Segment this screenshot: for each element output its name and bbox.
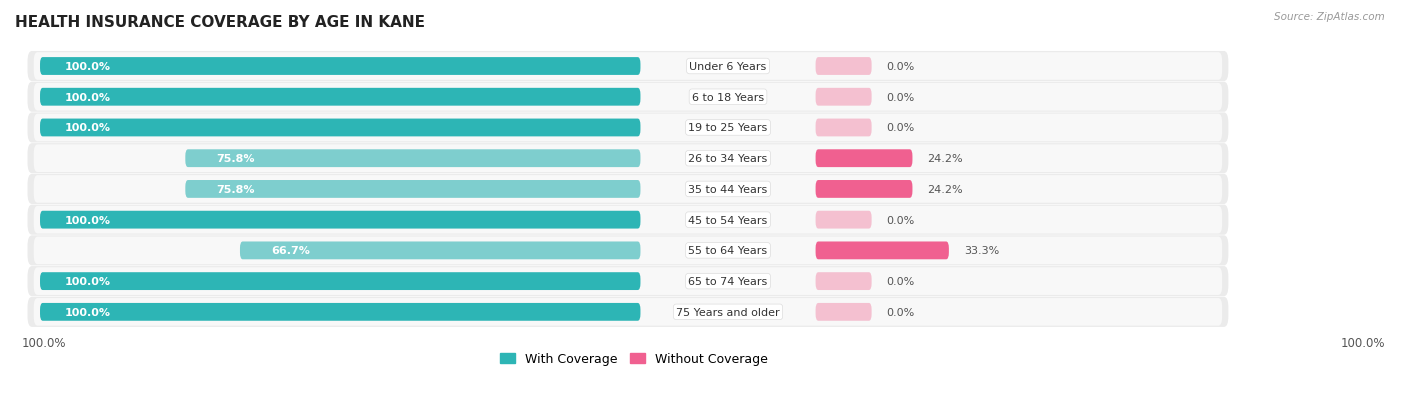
Text: 24.2%: 24.2% bbox=[928, 154, 963, 164]
Text: 75 Years and older: 75 Years and older bbox=[676, 307, 780, 317]
FancyBboxPatch shape bbox=[815, 242, 949, 260]
FancyBboxPatch shape bbox=[815, 150, 912, 168]
FancyBboxPatch shape bbox=[39, 58, 641, 76]
Text: Source: ZipAtlas.com: Source: ZipAtlas.com bbox=[1274, 12, 1385, 22]
FancyBboxPatch shape bbox=[28, 266, 1229, 297]
Text: 100.0%: 100.0% bbox=[65, 276, 111, 287]
FancyBboxPatch shape bbox=[39, 119, 641, 137]
FancyBboxPatch shape bbox=[34, 53, 1222, 81]
Text: HEALTH INSURANCE COVERAGE BY AGE IN KANE: HEALTH INSURANCE COVERAGE BY AGE IN KANE bbox=[15, 15, 425, 30]
Text: 35 to 44 Years: 35 to 44 Years bbox=[689, 185, 768, 195]
FancyBboxPatch shape bbox=[815, 89, 872, 107]
Text: 6 to 18 Years: 6 to 18 Years bbox=[692, 93, 763, 102]
Text: 0.0%: 0.0% bbox=[887, 215, 915, 225]
Text: 0.0%: 0.0% bbox=[887, 123, 915, 133]
FancyBboxPatch shape bbox=[28, 144, 1229, 174]
FancyBboxPatch shape bbox=[39, 303, 641, 321]
Text: 100.0%: 100.0% bbox=[21, 336, 66, 349]
FancyBboxPatch shape bbox=[39, 89, 641, 107]
FancyBboxPatch shape bbox=[186, 150, 641, 168]
Text: 66.7%: 66.7% bbox=[271, 246, 311, 256]
Text: 75.8%: 75.8% bbox=[217, 154, 254, 164]
FancyBboxPatch shape bbox=[34, 84, 1222, 111]
FancyBboxPatch shape bbox=[815, 180, 912, 198]
FancyBboxPatch shape bbox=[34, 206, 1222, 234]
FancyBboxPatch shape bbox=[28, 297, 1229, 327]
FancyBboxPatch shape bbox=[28, 236, 1229, 266]
FancyBboxPatch shape bbox=[34, 145, 1222, 173]
Text: 100.0%: 100.0% bbox=[65, 123, 111, 133]
Text: 55 to 64 Years: 55 to 64 Years bbox=[689, 246, 768, 256]
Text: 19 to 25 Years: 19 to 25 Years bbox=[689, 123, 768, 133]
FancyBboxPatch shape bbox=[28, 174, 1229, 204]
Text: 0.0%: 0.0% bbox=[887, 307, 915, 317]
Text: 0.0%: 0.0% bbox=[887, 276, 915, 287]
FancyBboxPatch shape bbox=[815, 273, 872, 290]
Legend: With Coverage, Without Coverage: With Coverage, Without Coverage bbox=[495, 348, 773, 370]
FancyBboxPatch shape bbox=[815, 211, 872, 229]
Text: 100.0%: 100.0% bbox=[65, 93, 111, 102]
Text: 0.0%: 0.0% bbox=[887, 62, 915, 72]
Text: 24.2%: 24.2% bbox=[928, 185, 963, 195]
FancyBboxPatch shape bbox=[815, 58, 872, 76]
FancyBboxPatch shape bbox=[34, 268, 1222, 295]
FancyBboxPatch shape bbox=[240, 242, 641, 260]
Text: 75.8%: 75.8% bbox=[217, 185, 254, 195]
Text: Under 6 Years: Under 6 Years bbox=[689, 62, 766, 72]
FancyBboxPatch shape bbox=[39, 211, 641, 229]
Text: 100.0%: 100.0% bbox=[1340, 336, 1385, 349]
FancyBboxPatch shape bbox=[28, 113, 1229, 143]
Text: 0.0%: 0.0% bbox=[887, 93, 915, 102]
FancyBboxPatch shape bbox=[34, 176, 1222, 203]
FancyBboxPatch shape bbox=[34, 298, 1222, 326]
Text: 100.0%: 100.0% bbox=[65, 215, 111, 225]
FancyBboxPatch shape bbox=[28, 205, 1229, 235]
Text: 45 to 54 Years: 45 to 54 Years bbox=[689, 215, 768, 225]
Text: 65 to 74 Years: 65 to 74 Years bbox=[689, 276, 768, 287]
FancyBboxPatch shape bbox=[34, 237, 1222, 265]
Text: 100.0%: 100.0% bbox=[65, 62, 111, 72]
FancyBboxPatch shape bbox=[186, 180, 641, 198]
FancyBboxPatch shape bbox=[815, 119, 872, 137]
Text: 33.3%: 33.3% bbox=[965, 246, 1000, 256]
Text: 26 to 34 Years: 26 to 34 Years bbox=[689, 154, 768, 164]
Text: 100.0%: 100.0% bbox=[65, 307, 111, 317]
FancyBboxPatch shape bbox=[28, 52, 1229, 82]
FancyBboxPatch shape bbox=[28, 83, 1229, 112]
FancyBboxPatch shape bbox=[815, 303, 872, 321]
FancyBboxPatch shape bbox=[39, 273, 641, 290]
FancyBboxPatch shape bbox=[34, 114, 1222, 142]
